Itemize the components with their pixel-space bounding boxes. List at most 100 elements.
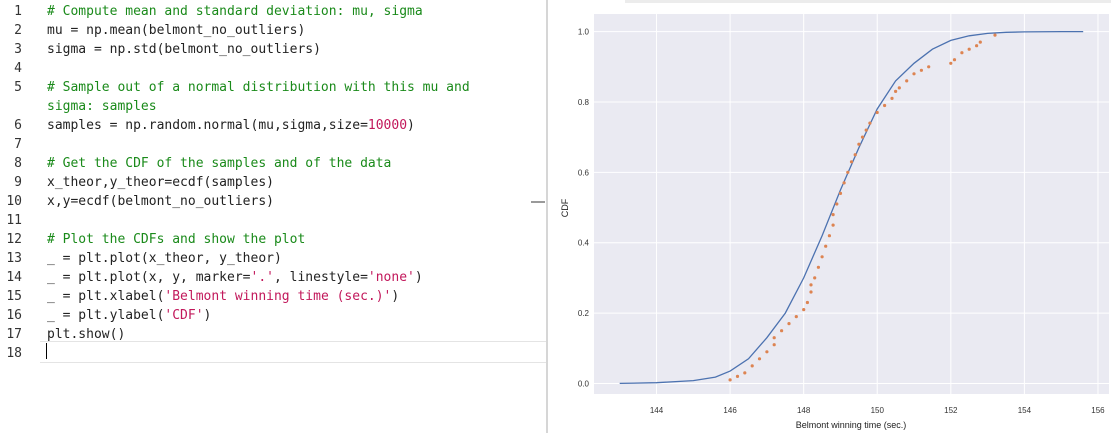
data-point [952,58,957,62]
data-point [975,44,979,48]
data-point [757,357,762,361]
code-line[interactable]: 5 # Sample out of a normal distribution w… [0,78,546,97]
y-tick-label: 0.4 [578,239,590,248]
code-line[interactable]: 3 sigma = np.std(belmont_no_outliers) [0,40,546,59]
line-number: 5 [14,80,22,95]
code-text: sigma = np.std(belmont_no_outliers) [47,40,321,59]
line-number: 14 [6,270,22,285]
data-point [978,40,982,44]
y-axis-label: CDF [560,198,570,217]
data-point [919,68,923,72]
data-point [831,213,835,217]
x-tick-label: 152 [944,406,958,415]
data-point [728,378,732,382]
pane-splitter[interactable] [546,0,548,433]
data-point [787,322,791,326]
code-token: ) [391,289,400,304]
data-point [780,329,784,333]
code-text: _ = plt.xlabel('Belmont winning time (se… [47,287,399,306]
data-point [894,89,898,93]
code-token: _ = plt.plot(x_theor, y_theor) [47,251,282,266]
code-line[interactable]: 11 [0,211,546,230]
data-point [967,47,971,51]
line-number: 17 [6,327,22,342]
x-tick-label: 156 [1091,406,1105,415]
code-token: _ = plt.plot(x, y, marker= [47,270,251,285]
y-tick-label: 0.2 [578,309,590,318]
code-line[interactable]: sigma: samples [0,97,546,116]
data-point [835,202,839,206]
data-point [809,290,813,294]
code-token: mu = np.mean(belmont_no_outliers) [47,23,306,38]
data-point [846,170,850,174]
code-text: x,y=ecdf(belmont_no_outliers) [47,192,274,211]
x-tick-label: 154 [1018,406,1032,415]
code-comment: # Compute mean and standard deviation: m… [47,4,423,19]
code-token: _ = plt.xlabel( [47,289,165,304]
line-number: 2 [14,23,22,38]
data-point [824,244,828,248]
code-text: x_theor,y_theor=ecdf(samples) [47,173,274,192]
code-text: plt.show() [47,325,125,344]
data-point [827,234,831,238]
code-token: sigma = np.std(belmont_no_outliers) [47,42,321,57]
line-number: 7 [14,137,22,152]
code-line[interactable]: 9 x_theor,y_theor=ecdf(samples) [0,173,546,192]
line-number: 18 [6,346,22,361]
data-point [905,79,909,83]
y-tick-label: 0.0 [578,379,590,388]
data-point [890,96,894,100]
data-point [842,181,846,185]
data-point [838,191,843,195]
data-point [794,315,798,319]
code-line[interactable]: 16 _ = plt.ylabel('CDF') [0,306,546,325]
code-line[interactable]: 7 [0,135,546,154]
x-tick-label: 150 [871,406,885,415]
code-line[interactable]: 4 [0,59,546,78]
cdf-chart: 144 146 148 150 152 154 1560.00.20.40.60.81.0 … [560,14,1109,430]
code-line[interactable]: 14 _ = plt.plot(x, y, marker='.', linesty… [0,268,546,287]
data-point [875,110,879,115]
editor-scroll-marker[interactable] [531,201,545,203]
line-number: 15 [6,289,22,304]
code-line[interactable]: 10 x,y=ecdf(belmont_no_outliers) [0,192,546,211]
data-point [857,142,861,146]
y-tick-label: 0.6 [578,168,590,177]
data-point [809,283,813,287]
code-literal: '.' [250,270,274,285]
code-literal: 10000 [367,118,408,133]
x-axis-label: Belmont winning time (sec.) [796,420,907,430]
y-tick-label: 0.8 [578,98,590,107]
line-number: 8 [14,156,22,171]
line-number: 10 [6,194,22,209]
code-text: sigma: samples [47,97,157,116]
code-editor[interactable]: 1 # Compute mean and standard deviation: … [0,0,546,433]
code-line[interactable]: 17 plt.show() [0,325,546,344]
data-point [949,61,953,65]
data-point [864,128,868,132]
code-line[interactable]: 12 # Plot the CDFs and show the plot [0,230,546,249]
y-tick-label: 1.0 [578,28,590,37]
data-point [831,223,835,227]
code-line[interactable]: 15 _ = plt.xlabel('Belmont winning time (… [0,287,546,306]
code-line[interactable]: 18 [0,344,546,363]
data-point [897,86,901,90]
code-text: # Plot the CDFs and show the plot [47,230,305,249]
data-point [802,308,806,312]
x-tick-label: 148 [797,406,811,415]
code-line[interactable]: 1 # Compute mean and standard deviation: … [0,2,546,21]
code-line[interactable]: 2 mu = np.mean(belmont_no_outliers) [0,21,546,40]
code-line[interactable]: 6 samples = np.random.normal(mu,sigma,siz… [0,116,546,135]
data-point [853,153,857,157]
code-token: _ = plt.ylabel( [47,308,165,323]
x-tick-label: 146 [723,406,737,415]
x-tick-label: 144 [650,406,664,415]
data-point [912,72,916,76]
code-line[interactable]: 8 # Get the CDF of the samples and of the… [0,154,546,173]
line-number: 1 [14,4,22,19]
data-point [816,265,820,269]
data-point [813,276,817,280]
code-token: , linestyle= [273,270,368,285]
code-comment: # Plot the CDFs and show the plot [47,232,306,247]
code-line[interactable]: 13 _ = plt.plot(x_theor, y_theor) [0,249,546,268]
